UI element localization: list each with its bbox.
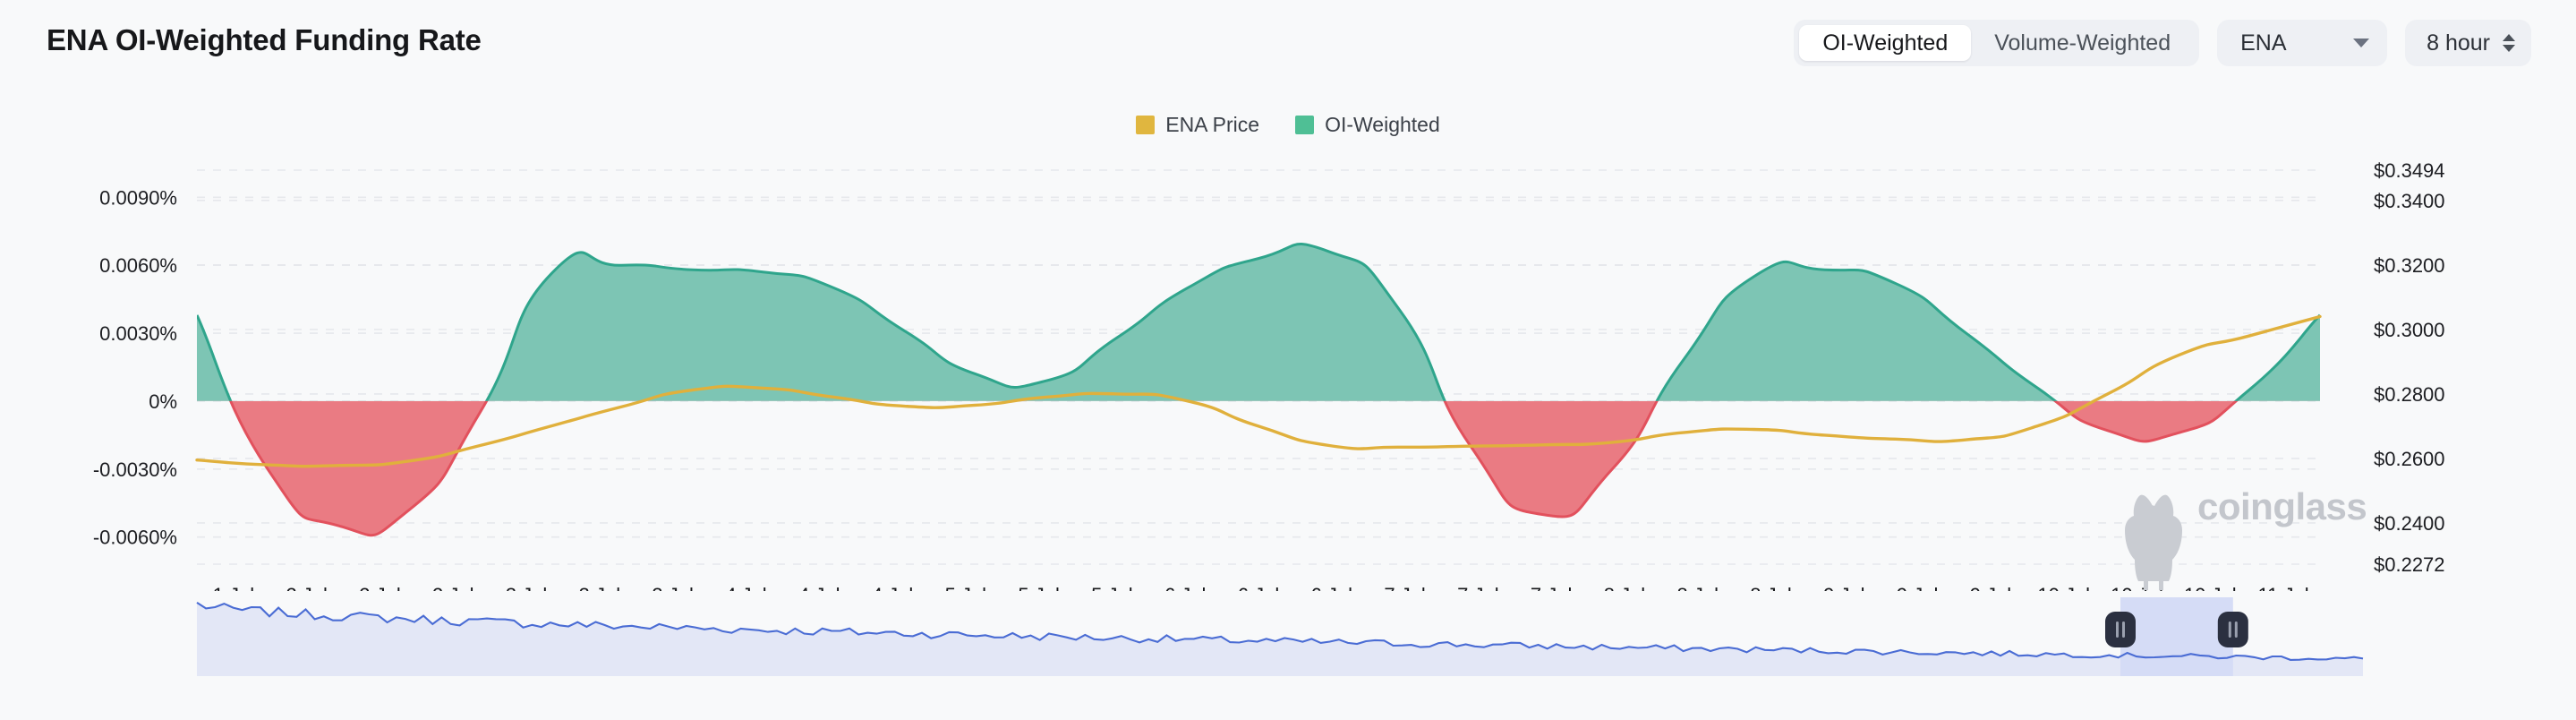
legend-label: OI-Weighted xyxy=(1325,113,1440,136)
svg-text:5 Jul: 5 Jul xyxy=(1091,584,1132,591)
legend-label: ENA Price xyxy=(1165,113,1260,136)
coinglass-watermark: coinglass xyxy=(2125,485,2367,590)
page-title: ENA OI-Weighted Funding Rate xyxy=(47,23,482,56)
chevron-up-down-icon[interactable] xyxy=(2503,34,2515,52)
svg-text:8 Jul: 8 Jul xyxy=(1604,584,1645,591)
svg-text:$0.3494: $0.3494 xyxy=(2374,159,2445,182)
x-axis-labels: 1 Jul 2 Jul 2 Jul 2 Jul 3 Jul 3 Jul 3 Jul 4 Jul… xyxy=(213,584,2309,591)
svg-text:$0.3200: $0.3200 xyxy=(2374,254,2445,277)
brush-area-fill xyxy=(197,602,2363,676)
svg-text:5 Jul: 5 Jul xyxy=(945,584,986,591)
svg-text:9 Jul: 9 Jul xyxy=(1897,584,1938,591)
brush-handles[interactable] xyxy=(2105,612,2248,647)
svg-text:0.0030%: 0.0030% xyxy=(99,322,177,345)
svg-text:5 Jul: 5 Jul xyxy=(1018,584,1059,591)
svg-text:$0.2400: $0.2400 xyxy=(2374,512,2445,535)
svg-text:0.0090%: 0.0090% xyxy=(99,186,177,209)
svg-text:6 Jul: 6 Jul xyxy=(1164,584,1206,591)
svg-text:$0.2600: $0.2600 xyxy=(2374,448,2445,470)
svg-text:8 Jul: 8 Jul xyxy=(1677,584,1719,591)
svg-text:10 Jul: 10 Jul xyxy=(2037,584,2090,591)
interval-stepper-value: 8 hour xyxy=(2427,30,2490,56)
svg-text:0.0060%: 0.0060% xyxy=(99,254,177,277)
svg-text:$0.2272: $0.2272 xyxy=(2374,553,2445,576)
svg-text:2 Jul: 2 Jul xyxy=(432,584,473,591)
brush-handle-right[interactable] xyxy=(2217,612,2248,647)
svg-text:6 Jul: 6 Jul xyxy=(1238,584,1279,591)
svg-text:7 Jul: 7 Jul xyxy=(1457,584,1498,591)
svg-text:9 Jul: 9 Jul xyxy=(1970,584,2011,591)
svg-text:7 Jul: 7 Jul xyxy=(1531,584,1572,591)
legend-item-ena-price[interactable]: ENA Price xyxy=(1136,113,1259,137)
svg-text:coinglass: coinglass xyxy=(2197,485,2367,527)
y-axis-right-labels: $0.3494 $0.3400 $0.3200 $0.3000 $0.2800 $0.26… xyxy=(2374,159,2445,576)
svg-text:4 Jul: 4 Jul xyxy=(725,584,766,591)
funding-area-series xyxy=(197,243,2320,537)
svg-text:1 Jul: 1 Jul xyxy=(213,584,254,591)
chart-brush-navigator[interactable] xyxy=(0,587,2576,712)
asset-dropdown[interactable]: ENA xyxy=(2217,20,2388,66)
legend-swatch-icon xyxy=(1295,116,1315,134)
chart-canvas[interactable]: 0.0090%0.0060%0.0030%0%-0.0030%-0.0060% … xyxy=(0,143,2576,591)
chart-header: ENA OI-Weighted Funding Rate OI-Weighted… xyxy=(0,0,2576,97)
svg-text:10 Jul: 10 Jul xyxy=(2111,584,2163,591)
svg-text:7 Jul: 7 Jul xyxy=(1384,584,1425,591)
brush-selection-region[interactable] xyxy=(2120,597,2233,676)
svg-text:$0.3000: $0.3000 xyxy=(2374,319,2445,341)
svg-text:$0.3400: $0.3400 xyxy=(2374,190,2445,212)
funding-rate-chart[interactable]: 0.0090% 0.0060% 0.0030% 0% -0.0030% -0.0060% … xyxy=(0,143,2576,591)
svg-text:11 Jul: 11 Jul xyxy=(2258,584,2309,591)
chart-legend: ENA Price OI-Weighted xyxy=(0,113,2576,137)
interval-stepper[interactable]: 8 hour xyxy=(2405,20,2531,66)
svg-text:-0.0030%: -0.0030% xyxy=(93,459,177,481)
svg-text:9 Jul: 9 Jul xyxy=(1823,584,1864,591)
weighting-toggle-group[interactable]: OI-Weighted Volume-Weighted xyxy=(1794,20,2200,66)
svg-text:-0.0060%: -0.0060% xyxy=(93,527,177,549)
svg-text:6 Jul: 6 Jul xyxy=(1311,584,1352,591)
tab-oi-weighted[interactable]: OI-Weighted xyxy=(1799,25,1972,61)
legend-item-oi-weighted[interactable]: OI-Weighted xyxy=(1295,113,1440,137)
svg-text:4 Jul: 4 Jul xyxy=(872,584,913,591)
svg-text:$0.2800: $0.2800 xyxy=(2374,383,2445,406)
brush-line xyxy=(196,602,2364,661)
svg-text:4 Jul: 4 Jul xyxy=(798,584,840,591)
brush-handle-left[interactable] xyxy=(2105,612,2136,647)
svg-text:3 Jul: 3 Jul xyxy=(579,584,620,591)
y-axis-left-labels: 0.0090% 0.0060% 0.0030% 0% -0.0030% -0.0060% xyxy=(93,186,177,548)
svg-text:0%: 0% xyxy=(149,390,177,413)
header-controls: OI-Weighted Volume-Weighted ENA 8 hour xyxy=(1794,20,2531,66)
asset-dropdown-value: ENA xyxy=(2240,30,2287,56)
svg-text:3 Jul: 3 Jul xyxy=(652,584,693,591)
tab-volume-weighted[interactable]: Volume-Weighted xyxy=(1994,30,2171,56)
chevron-down-icon xyxy=(2353,39,2370,47)
svg-text:8 Jul: 8 Jul xyxy=(1750,584,1791,591)
legend-swatch-icon xyxy=(1136,116,1156,134)
svg-text:2 Jul: 2 Jul xyxy=(286,584,327,591)
svg-text:10 Jul: 10 Jul xyxy=(2184,584,2237,591)
svg-text:3 Jul: 3 Jul xyxy=(506,584,547,591)
brush-canvas[interactable] xyxy=(0,587,2576,712)
svg-text:2 Jul: 2 Jul xyxy=(359,584,400,591)
price-line-series xyxy=(195,314,2322,468)
